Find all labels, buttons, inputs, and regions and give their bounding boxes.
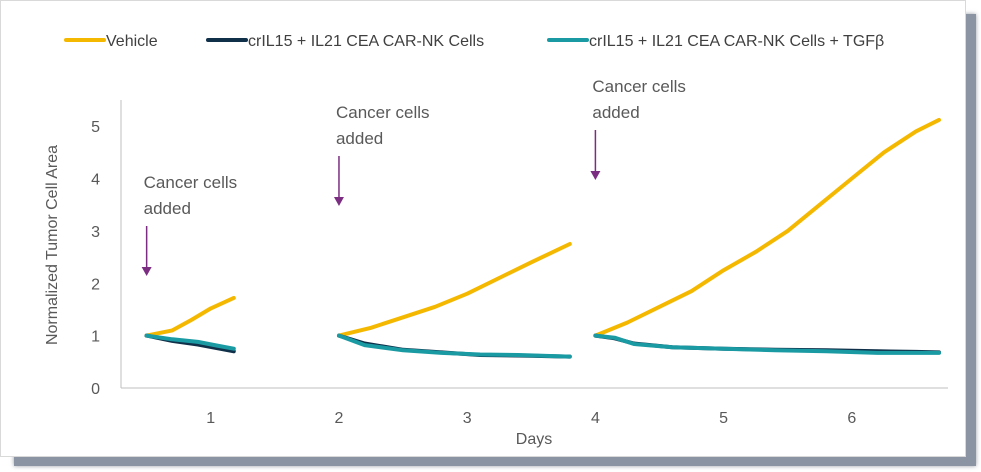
axes	[120, 100, 948, 389]
legend-item: crIL15 + IL21 CEA CAR-NK Cells + TGFβ	[547, 33, 884, 50]
x-axis-title: Days	[516, 431, 552, 448]
y-tick-label: 0	[91, 381, 100, 398]
y-axis-title: Normalized Tumor Cell Area	[44, 145, 61, 345]
x-tick-label: 3	[463, 410, 472, 427]
legend-label: crIL15 + IL21 CEA CAR-NK Cells	[248, 33, 484, 50]
series-segment	[593, 117, 941, 338]
annotation-text: added	[336, 129, 383, 148]
series-segment	[144, 295, 236, 338]
annotation-arrow-head	[141, 267, 152, 276]
annotation-text: added	[592, 103, 639, 122]
x-tick-label: 1	[206, 410, 215, 427]
series-lines	[144, 117, 941, 359]
annotation-text: Cancer cells	[336, 103, 430, 122]
y-tick-label: 2	[91, 276, 100, 293]
series-line	[144, 333, 941, 359]
annotation-text: Cancer cells	[592, 77, 686, 96]
legend: Vehicle crIL15 + IL21 CEA CAR-NK Cells crI…	[64, 33, 884, 50]
x-tick-label: 4	[591, 410, 600, 427]
y-tick-label: 1	[91, 329, 100, 346]
series-line	[144, 333, 941, 359]
y-tick-label: 4	[91, 172, 100, 189]
x-tick-label: 6	[847, 410, 856, 427]
legend-label: Vehicle	[106, 33, 158, 50]
series-segment	[593, 333, 941, 355]
annotation-text: added	[144, 199, 191, 218]
cancer-cells-added-annotation: Cancer cells added	[590, 77, 686, 180]
series-line	[144, 117, 941, 338]
annotation-text: Cancer cells	[144, 173, 238, 192]
series-segment	[337, 242, 572, 338]
series-segment	[144, 333, 236, 351]
annotation-arrow-head	[590, 171, 601, 180]
y-tick-label: 5	[91, 119, 100, 136]
cancer-cells-added-annotation: Cancer cells added	[141, 173, 238, 276]
x-tick-label: 5	[719, 410, 728, 427]
y-tick-labels: 0 1 2 3 4 5	[91, 119, 100, 398]
legend-label: crIL15 + IL21 CEA CAR-NK Cells + TGFβ	[589, 33, 884, 50]
legend-item: Vehicle	[64, 33, 158, 50]
x-tick-labels: 1 2 3 4 5 6	[206, 410, 856, 427]
x-tick-label: 2	[335, 410, 344, 427]
annotation-arrow-head	[333, 197, 344, 206]
y-tick-label: 3	[91, 224, 100, 241]
series-segment	[337, 333, 572, 359]
chart-panel	[0, 0, 966, 457]
cancer-cells-added-annotation: Cancer cells added	[333, 103, 430, 206]
legend-item: crIL15 + IL21 CEA CAR-NK Cells	[206, 33, 484, 50]
